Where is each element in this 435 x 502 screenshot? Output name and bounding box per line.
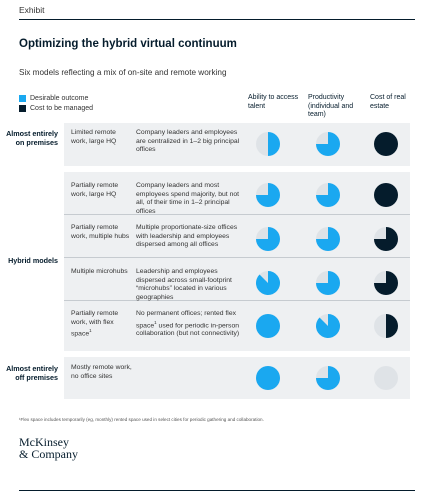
row-divider xyxy=(64,257,410,258)
productivity-rating-pie xyxy=(316,227,340,251)
model-description-text: used for periodic in-person collaboratio… xyxy=(136,321,240,338)
talent-rating-pie xyxy=(256,366,280,390)
talent-rating-pie xyxy=(256,227,280,251)
page-title: Optimizing the hybrid virtual continuum xyxy=(19,38,237,50)
column-header-productivity: Productivity (individual and team) xyxy=(308,94,354,119)
model-description: Multiple proportionate-size offices with… xyxy=(136,224,238,248)
cost-rating-pie xyxy=(374,366,398,390)
model-name: Limited remote work, large HQ xyxy=(71,129,117,145)
group-band-hybrid xyxy=(64,172,410,351)
productivity-rating-pie xyxy=(316,366,340,390)
model-name: Partially remote work, large HQ xyxy=(71,182,119,198)
legend-swatch-desirable xyxy=(19,95,26,102)
model-name: Partially remote work, multiple hubs xyxy=(71,224,130,240)
model-name: Partially remote work, with flex space1 xyxy=(71,310,133,339)
legend-desirable: Desirable outcome xyxy=(19,95,88,102)
row-divider xyxy=(64,214,410,215)
talent-rating-pie xyxy=(256,183,280,207)
model-name: Multiple microhubs xyxy=(71,268,128,275)
footnote-marker: 1 xyxy=(154,319,157,325)
legend-label-cost: Cost to be managed xyxy=(30,105,94,112)
cost-rating-pie xyxy=(374,132,398,156)
group-label-on-premises: Almost entirely on premises xyxy=(6,129,58,148)
page-subtitle: Six models reflecting a mix of on-site a… xyxy=(19,68,227,77)
bottom-divider xyxy=(19,490,415,491)
model-name-text: Partially remote work, with flex space xyxy=(71,310,119,338)
exhibit-label: Exhibit xyxy=(19,5,45,15)
talent-rating-pie xyxy=(256,271,280,295)
group-label-hybrid: Hybrid models xyxy=(8,256,58,265)
cost-rating-pie xyxy=(374,271,398,295)
footnote: ¹Flex space includes temporarily (eg, mo… xyxy=(19,417,264,422)
productivity-rating-pie xyxy=(316,132,340,156)
talent-rating-pie xyxy=(256,314,280,338)
cost-rating-pie xyxy=(374,227,398,251)
legend-swatch-cost xyxy=(19,105,26,112)
group-band-on-premises xyxy=(64,123,410,166)
mckinsey-logo: McKinsey & Company xyxy=(19,436,78,460)
model-description: Company leaders and employees are centra… xyxy=(136,129,240,153)
talent-rating-pie xyxy=(256,132,280,156)
column-header-talent: Ability to access talent xyxy=(248,94,299,110)
cost-rating-pie xyxy=(374,183,398,207)
model-description: Company leaders and most employees spend… xyxy=(136,182,240,215)
group-band-off-premises xyxy=(64,357,410,399)
productivity-rating-pie xyxy=(316,314,340,338)
top-divider xyxy=(19,19,415,20)
model-description-text: No permanent offices; rented flex space xyxy=(136,310,236,329)
model-description: Leadership and employees dispersed acros… xyxy=(136,268,232,301)
model-name: Mostly remote work, no office sites xyxy=(71,364,132,380)
legend-label-desirable: Desirable outcome xyxy=(30,95,89,102)
footnote-marker: 1 xyxy=(89,328,92,333)
logo-line-1: McKinsey xyxy=(19,435,69,449)
model-description: No permanent offices; rented flex space1… xyxy=(136,310,241,339)
productivity-rating-pie xyxy=(316,183,340,207)
row-divider xyxy=(64,300,410,301)
logo-line-2: & Company xyxy=(19,447,78,461)
group-label-off-premises: Almost entirely off premises xyxy=(6,364,58,383)
productivity-rating-pie xyxy=(316,271,340,295)
column-header-cost: Cost of real estate xyxy=(370,94,406,110)
cost-rating-pie xyxy=(374,314,398,338)
legend-cost: Cost to be managed xyxy=(19,105,93,112)
